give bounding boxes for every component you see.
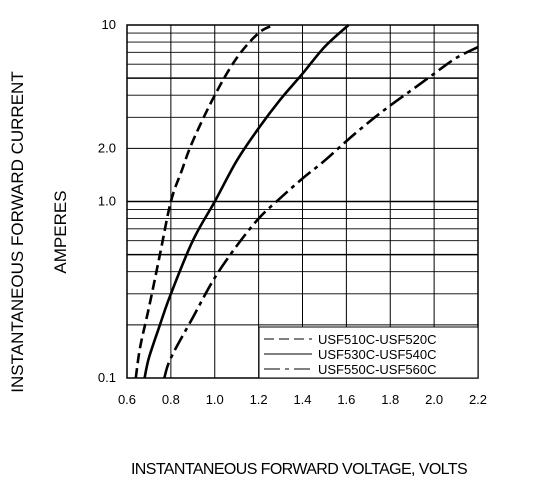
y-tick-labels: 0.1 1.0 2.0 10 <box>98 17 116 385</box>
y-tick-label: 0.1 <box>98 370 116 385</box>
legend-label: USF550C-USF560C <box>318 362 437 377</box>
y-tick-label: 1.0 <box>98 194 116 209</box>
x-tick-label: 1.2 <box>250 392 268 407</box>
x-tick-label: 2.2 <box>469 392 487 407</box>
series-lines <box>134 23 479 379</box>
x-tick-label: 1.4 <box>293 392 311 407</box>
x-tick-labels: 0.6 0.8 1.0 1.2 1.4 1.6 1.8 2.0 2.2 <box>118 392 487 407</box>
y-axis-unit: AMPERES <box>51 190 70 273</box>
x-tick-label: 0.6 <box>118 392 136 407</box>
x-tick-label: 0.8 <box>162 392 180 407</box>
legend-label: USF510C-USF520C <box>318 332 437 347</box>
y-tick-label: 10 <box>102 17 116 32</box>
grid-lines <box>127 25 478 378</box>
x-tick-label: 1.6 <box>337 392 355 407</box>
x-axis-title: INSTANTANEOUS FORWARD VOLTAGE, VOLTS <box>131 461 467 478</box>
series-line-1 <box>134 23 275 379</box>
legend: USF510C-USF520CUSF530C-USF540CUSF550C-US… <box>258 326 479 379</box>
legend-label: USF530C-USF540C <box>318 347 437 362</box>
y-tick-label: 2.0 <box>98 140 116 155</box>
x-tick-label: 1.8 <box>381 392 399 407</box>
x-tick-label: 2.0 <box>425 392 443 407</box>
series-line-2 <box>143 24 350 379</box>
series-line-3 <box>163 45 479 379</box>
y-axis-title: INSTANTANEOUS FORWARD CURRENT <box>8 71 27 392</box>
x-tick-label: 1.0 <box>206 392 224 407</box>
